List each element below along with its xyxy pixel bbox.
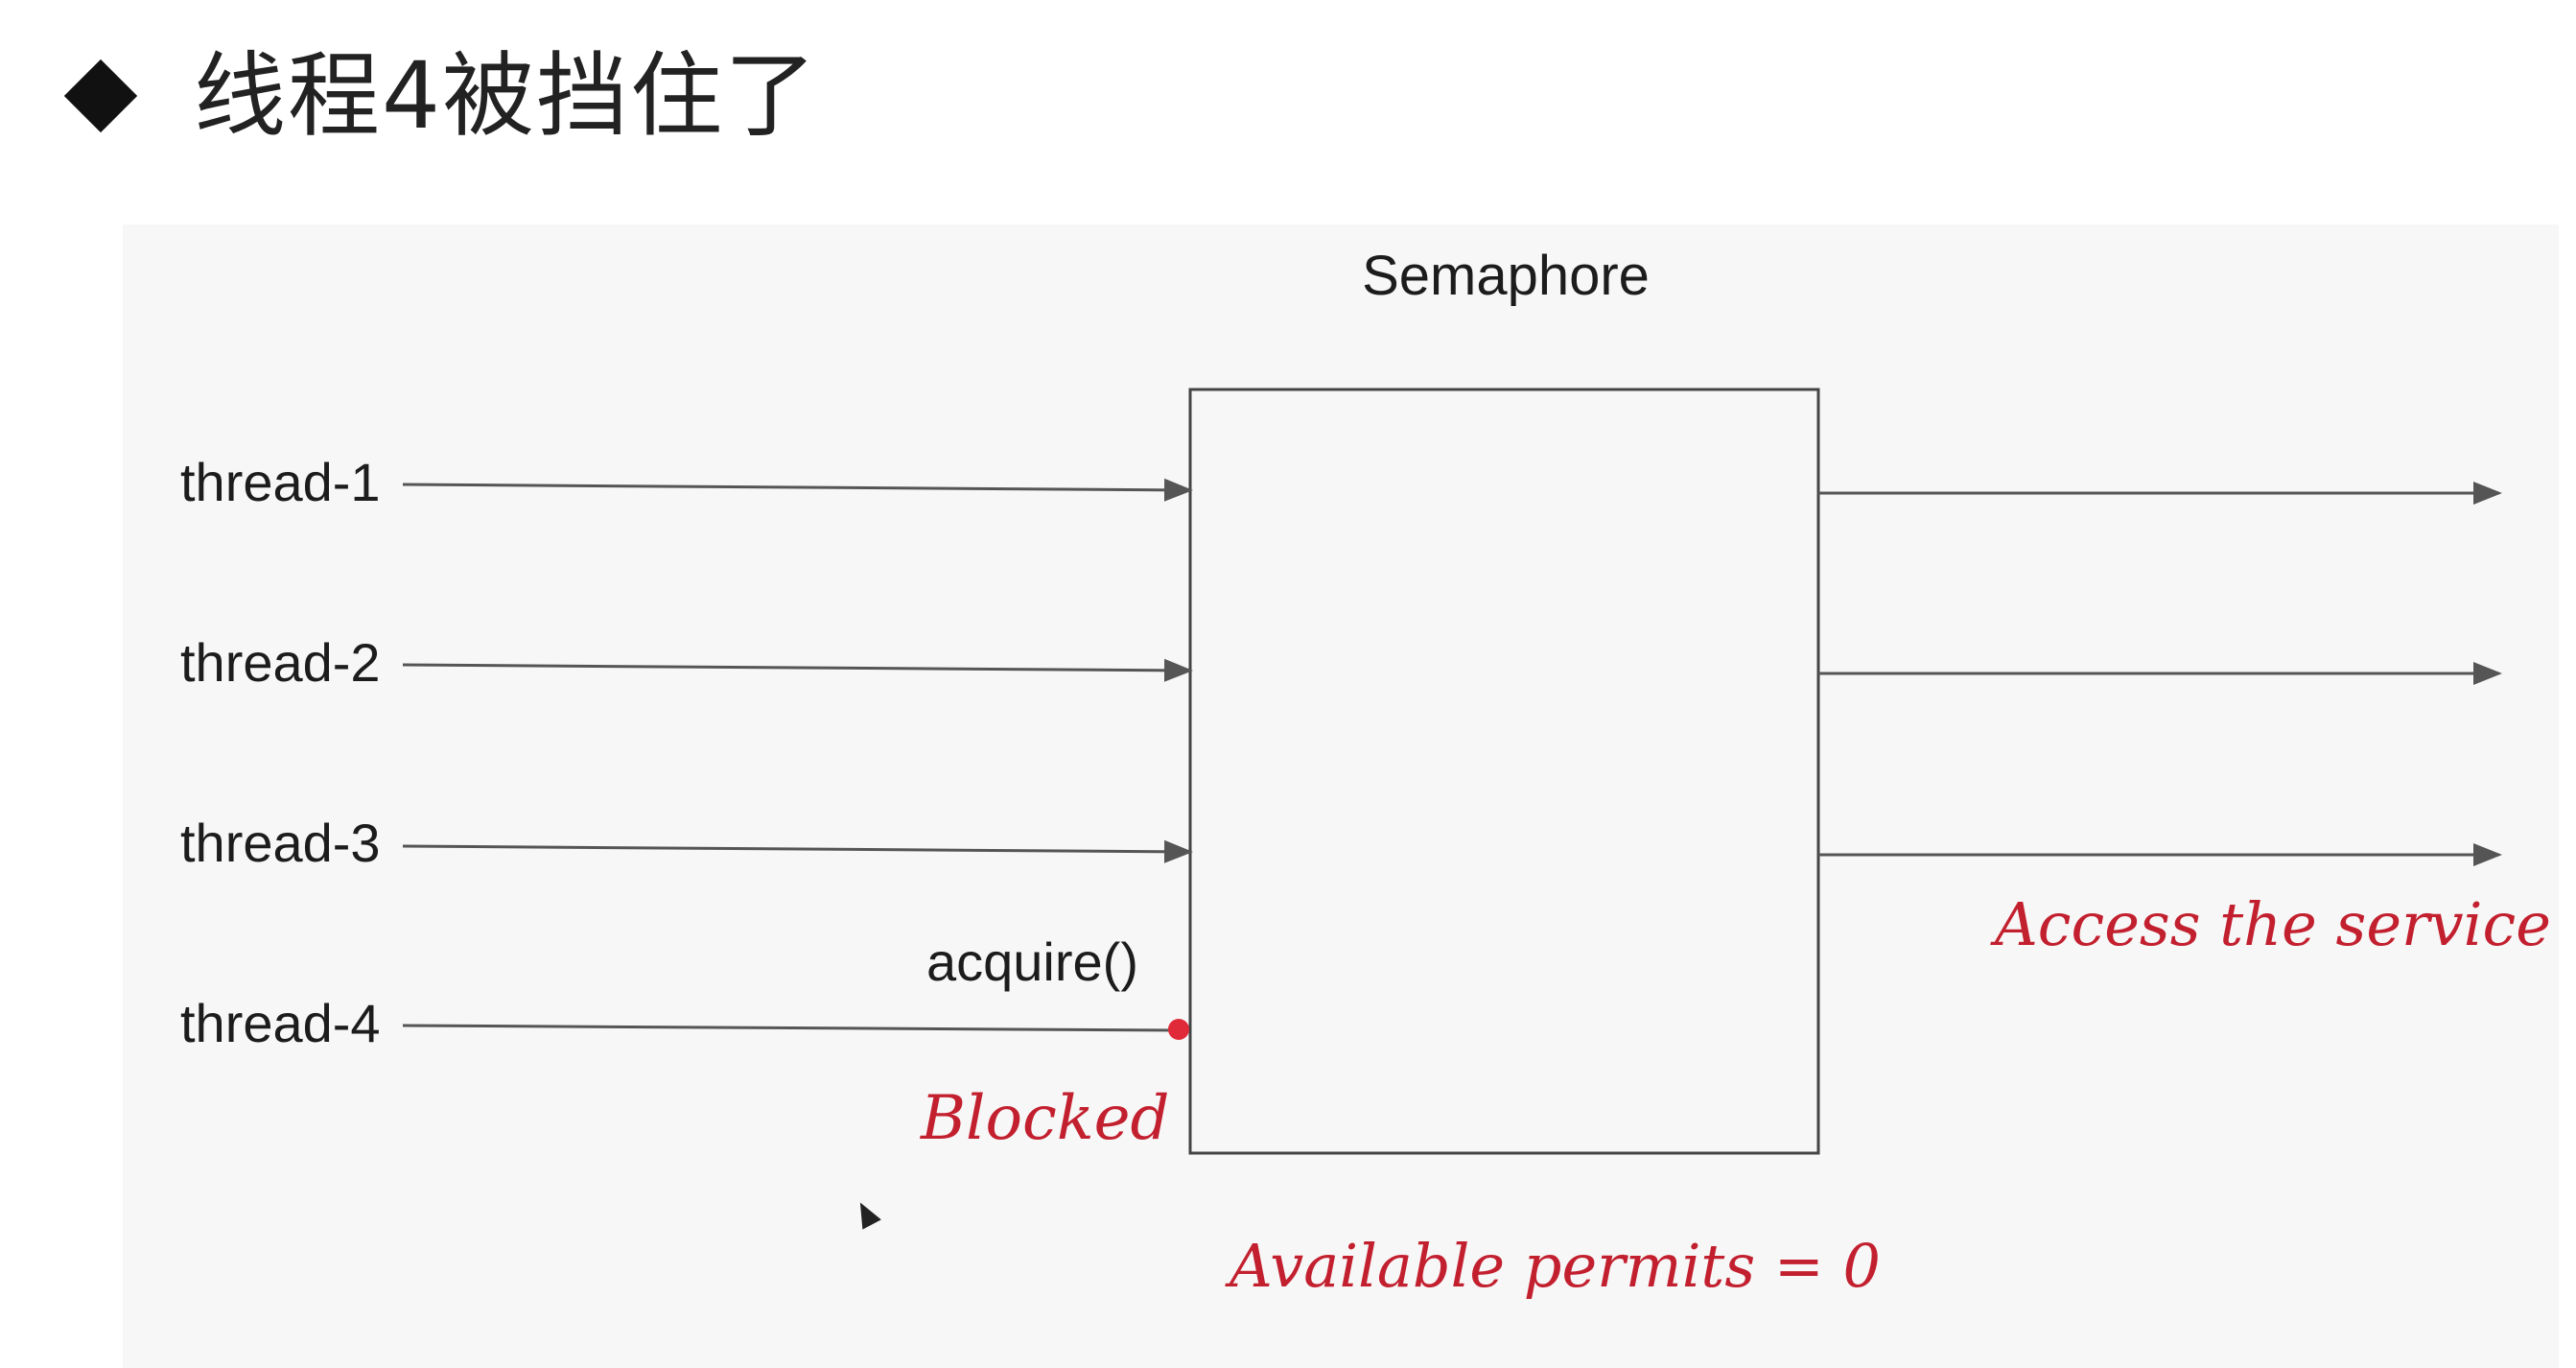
- diagram-panel: [123, 224, 2559, 1368]
- thread-1-incoming-arrow: [402, 478, 1193, 502]
- thread-3-incoming-arrow: [402, 839, 1193, 863]
- acquire-label: acquire(): [926, 932, 1138, 992]
- thread-2-incoming-arrow: [402, 658, 1193, 682]
- semaphore-box: [1188, 388, 1820, 1155]
- thread-1-label: thread-1: [180, 452, 381, 512]
- blocked-label: Blocked: [920, 1083, 1170, 1154]
- access-service-label: Access the service: [1990, 889, 2551, 959]
- semaphore-label: Semaphore: [1362, 245, 1650, 307]
- thread-2-label: thread-2: [180, 632, 381, 693]
- blocked-dot: [1168, 1019, 1189, 1040]
- thread-3-label: thread-3: [180, 813, 381, 873]
- slide-title: 线程4被挡住了: [194, 42, 819, 150]
- thread-4-blocked-line: [402, 1024, 1179, 1032]
- thread-4-label: thread-4: [180, 993, 381, 1053]
- slide-header: 线程4被挡住了: [58, 29, 818, 163]
- available-permits-label: Available permits = 0: [1225, 1231, 1881, 1301]
